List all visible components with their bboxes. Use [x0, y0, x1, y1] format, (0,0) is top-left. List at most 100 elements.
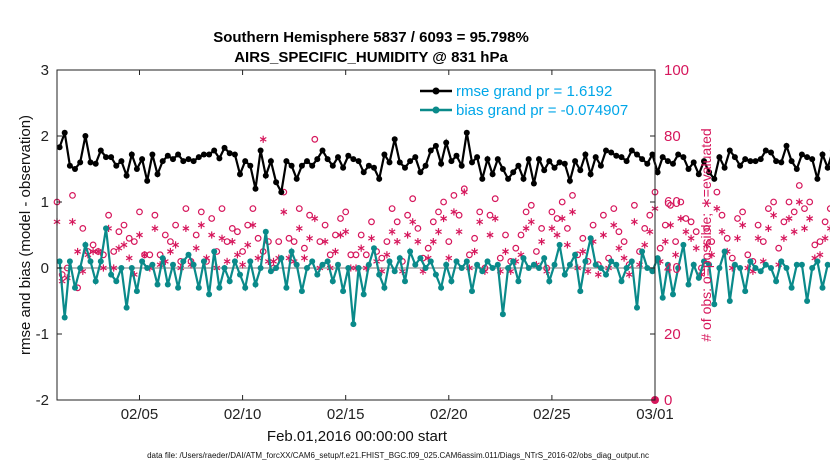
rmse-point	[412, 154, 419, 161]
evaluated-obs-point	[136, 231, 143, 239]
bias-point	[113, 278, 120, 285]
bias-point	[422, 265, 429, 271]
evaluated-obs-stroke	[295, 226, 303, 231]
evaluated-obs-stroke	[630, 219, 638, 225]
rmse-point	[577, 167, 584, 174]
possible-obs-point	[553, 215, 561, 222]
evaluated-obs-stroke	[476, 219, 484, 225]
evaluated-obs-stroke	[331, 249, 339, 254]
rmse-point	[273, 179, 280, 186]
possible-obs-point	[105, 211, 112, 219]
possible-obs-point	[414, 224, 422, 232]
bias-point	[309, 258, 316, 265]
evaluated-obs-stroke	[471, 249, 479, 254]
y-axis-left-label: rmse and bias (model - observation)	[17, 115, 34, 355]
possible-obs-point	[182, 205, 190, 213]
bias-point	[566, 261, 573, 268]
bias-point	[768, 265, 774, 271]
bias-point	[195, 284, 202, 291]
bias-point	[252, 281, 259, 288]
possible-obs-point	[393, 218, 401, 226]
bias-point	[525, 265, 532, 271]
evaluated-obs-point	[435, 228, 442, 236]
rmse-point	[216, 155, 223, 162]
rmse-point	[226, 150, 233, 157]
possible-obs-point	[409, 195, 417, 203]
rmse-point	[438, 160, 445, 167]
evaluated-obs-point	[713, 205, 721, 213]
bias-point	[77, 265, 84, 271]
evaluated-obs-point	[254, 254, 262, 262]
rmse-point	[463, 129, 470, 136]
bias-point	[386, 258, 393, 265]
evaluated-obs-point	[94, 247, 102, 256]
possible-obs-point	[383, 238, 391, 246]
bias-point	[402, 278, 408, 285]
possible-obs-point	[780, 218, 788, 226]
possible-obs-point	[703, 224, 710, 232]
bias-point	[757, 268, 764, 275]
evaluated-obs-point	[677, 214, 685, 223]
evaluated-obs-stroke	[115, 245, 123, 251]
possible-obs-point	[533, 248, 540, 255]
evaluated-obs-point	[244, 241, 252, 249]
possible-obs-point	[58, 271, 66, 279]
bias-point	[298, 288, 305, 295]
evaluated-obs-point	[342, 228, 350, 236]
rmse-point	[804, 154, 811, 161]
bias-point	[407, 248, 414, 255]
bias-point	[190, 261, 197, 268]
rmse-point	[525, 156, 532, 163]
possible-obs-point	[770, 198, 777, 206]
rmse-point	[340, 164, 347, 171]
evaluated-obs-stroke	[672, 252, 680, 258]
evaluated-obs-point	[667, 221, 674, 229]
evaluated-obs-point	[208, 231, 216, 239]
evaluated-obs-point	[321, 238, 329, 246]
bias-point	[469, 288, 475, 295]
rmse-point	[592, 154, 599, 161]
rmse-point	[773, 158, 780, 165]
bias-point	[685, 281, 692, 288]
rmse-point	[350, 156, 357, 163]
rmse-point	[654, 169, 661, 176]
bias-point	[804, 298, 811, 304]
rmse-point	[649, 151, 656, 158]
rmse-point	[721, 164, 728, 171]
possible-obs-point	[130, 238, 138, 246]
bias-point	[453, 258, 460, 265]
bias-point	[752, 265, 759, 271]
evaluated-obs-point	[74, 247, 82, 256]
rmse-point	[432, 142, 439, 149]
evaluated-obs-point	[527, 218, 535, 226]
possible-obs-point	[79, 224, 87, 232]
evaluated-obs-stroke	[450, 209, 458, 215]
rmse-point	[566, 177, 573, 184]
possible-obs-point	[429, 218, 437, 226]
rmse-point	[551, 164, 558, 171]
bias-point	[489, 265, 496, 271]
evaluated-obs-stroke	[440, 216, 448, 221]
possible-obs-point	[301, 244, 308, 252]
possible-obs-point	[512, 244, 520, 252]
rmse-point	[659, 154, 666, 161]
legend: rmse grand pr = 1.6192 bias grand pr = -…	[420, 83, 628, 119]
rmse-point	[469, 159, 475, 166]
rmse-point	[639, 156, 646, 163]
possible-obs-point	[378, 254, 386, 262]
evaluated-obs-stroke	[625, 272, 633, 277]
bias-point	[747, 258, 754, 265]
bias-point	[536, 265, 542, 271]
rmse-point	[293, 175, 300, 182]
possible-obs-point	[564, 224, 571, 232]
rmse-point	[752, 158, 759, 165]
bias-point	[654, 255, 661, 262]
evaluated-obs-stroke	[610, 222, 618, 228]
evaluated-obs-point	[538, 238, 546, 246]
evaluated-obs-stroke	[136, 232, 143, 238]
rmse-point	[443, 139, 450, 146]
evaluated-obs-stroke	[677, 216, 685, 221]
rmse-point	[242, 158, 249, 165]
bias-point	[262, 228, 269, 235]
